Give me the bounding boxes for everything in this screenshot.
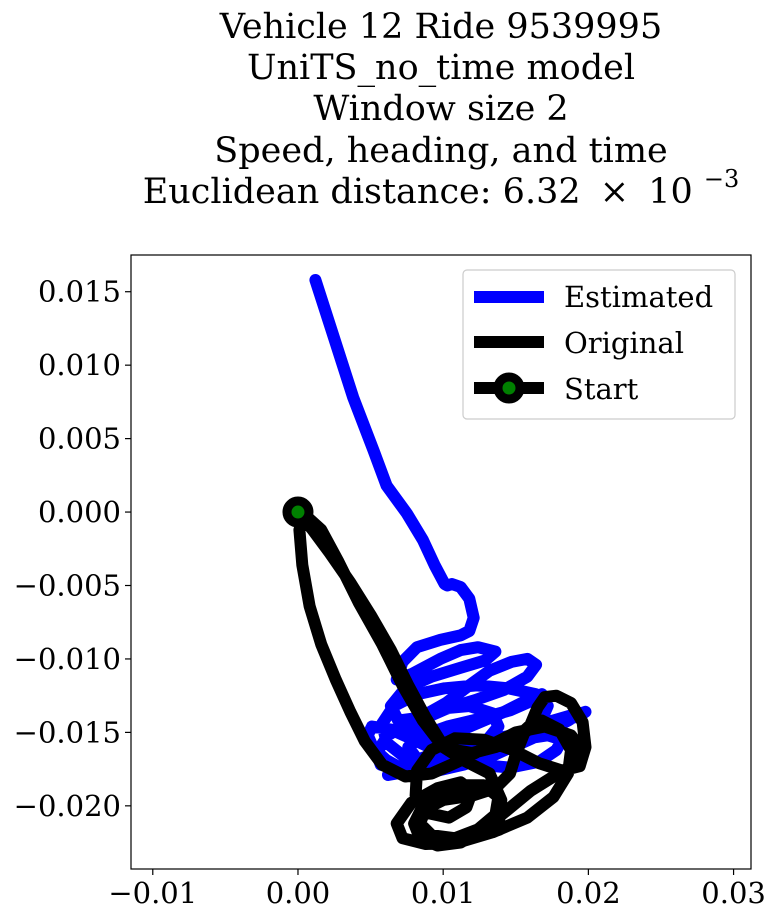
title-line-1: Vehicle 12 Ride 9539995 <box>219 7 662 47</box>
y-tick-label: 0.010 <box>38 348 121 382</box>
legend-frame <box>462 269 736 420</box>
legend-label-estimated: Estimated <box>564 280 713 314</box>
x-tick-label: −0.01 <box>108 876 197 910</box>
plot-frame <box>130 254 752 870</box>
legend: Estimated Original Start <box>462 269 736 420</box>
title-metric-base: 10 <box>648 172 693 212</box>
title-line-4: Speed, heading, and time <box>214 131 667 171</box>
legend-label-original: Original <box>564 326 684 360</box>
y-tick-label: 0.000 <box>38 495 121 529</box>
x-tick-label: 0.00 <box>266 876 331 910</box>
y-tick-label: −0.005 <box>14 569 121 603</box>
title-line-5: Euclidean distance: 6.32 × 10 −3 <box>143 165 740 212</box>
x-tick-label: 0.03 <box>701 876 766 910</box>
legend-swatch-start-marker <box>493 372 525 404</box>
x-tick-label: 0.02 <box>556 876 621 910</box>
title-line-3: Window size 2 <box>313 89 568 129</box>
plot-area <box>282 274 592 852</box>
y-tick-label: 0.005 <box>38 422 121 456</box>
legend-label-start: Start <box>564 372 639 406</box>
y-tick-label: 0.015 <box>38 275 121 309</box>
axes: −0.01 0.00 0.01 0.02 0.03 0.015 0.010 0.005 0.00… <box>14 254 766 910</box>
y-tick-label: −0.020 <box>14 789 121 823</box>
start-marker <box>282 496 314 528</box>
original-end-cap <box>490 819 507 836</box>
title-metric-times: × <box>600 172 629 212</box>
title-metric-exponent: −3 <box>704 165 739 193</box>
y-tick-label: −0.010 <box>14 642 121 676</box>
original-trajectory-line <box>292 506 592 852</box>
y-tick-label: −0.015 <box>14 715 121 749</box>
series-group <box>282 274 592 852</box>
chart-title: Vehicle 12 Ride 9539995 UniTS_no_time mo… <box>143 7 740 212</box>
title-metric-label: Euclidean distance: 6.32 <box>143 172 581 212</box>
x-tick-label: 0.01 <box>411 876 476 910</box>
title-line-2: UniTS_no_time model <box>247 48 635 88</box>
